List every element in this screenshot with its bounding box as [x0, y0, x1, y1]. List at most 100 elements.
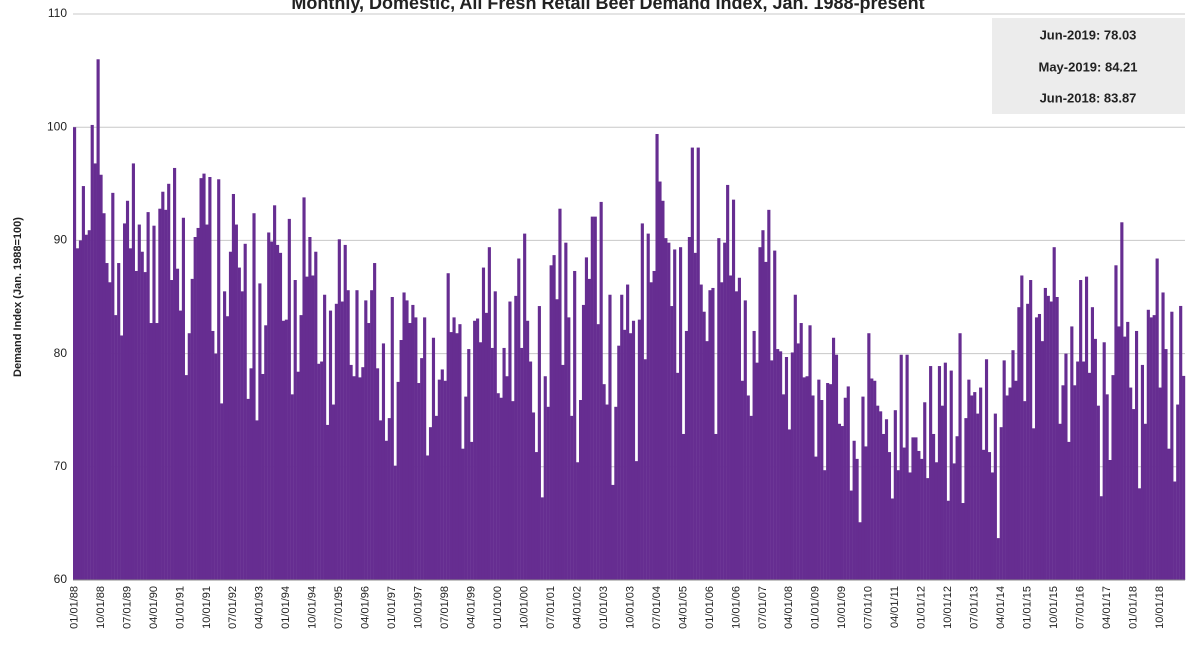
bar — [323, 294, 327, 580]
bar — [1061, 385, 1065, 580]
bar — [929, 366, 933, 580]
bar — [684, 330, 689, 580]
bar — [1123, 336, 1127, 580]
bar — [108, 282, 112, 580]
bar — [879, 411, 883, 580]
bar — [476, 318, 480, 580]
bar — [267, 232, 271, 580]
bar — [105, 263, 109, 580]
bar — [1079, 280, 1083, 580]
bar — [773, 250, 777, 580]
bar — [214, 353, 218, 580]
bar — [1005, 395, 1009, 580]
bar — [984, 359, 989, 580]
bar — [1179, 305, 1183, 580]
bar — [437, 379, 441, 580]
plot-area: 60 70 80 90 100 110 01/01/88 10/01/88 07/01/89 04… — [47, 6, 1186, 629]
bar — [458, 324, 462, 580]
x-tick-label: 07/01/07 — [757, 586, 769, 629]
bar — [1020, 275, 1024, 580]
bar — [473, 320, 477, 580]
bar — [661, 200, 665, 580]
bar — [1082, 361, 1086, 580]
bar — [87, 230, 91, 580]
bar — [387, 418, 391, 580]
bar — [723, 242, 727, 580]
bar — [417, 383, 421, 580]
bar — [223, 291, 227, 580]
bar — [1114, 265, 1118, 580]
bar — [1117, 326, 1121, 580]
bar — [920, 458, 924, 580]
x-tick-label: 01/01/15 — [1022, 586, 1034, 629]
bar — [1152, 315, 1156, 580]
bar — [587, 278, 591, 580]
bar — [834, 354, 839, 580]
bar — [499, 397, 503, 580]
bar — [590, 216, 594, 581]
bar — [805, 376, 809, 580]
bar — [631, 320, 636, 580]
annotation-box — [992, 18, 1185, 114]
bar — [405, 300, 409, 580]
bar — [228, 251, 233, 580]
bar — [1120, 222, 1124, 580]
bar — [1132, 409, 1136, 580]
x-tick-label: 10/01/00 — [518, 586, 530, 629]
x-tick-label: 01/01/88 — [68, 586, 80, 629]
bar — [1023, 401, 1027, 580]
bar — [1064, 353, 1068, 580]
bar — [817, 379, 821, 580]
bar — [361, 367, 365, 580]
bar — [252, 213, 256, 580]
bar — [220, 403, 224, 580]
bar — [637, 319, 641, 580]
bar — [873, 380, 877, 580]
bar — [693, 252, 697, 581]
bar — [767, 209, 771, 580]
bar — [243, 243, 247, 580]
bar — [958, 333, 962, 580]
bar — [852, 440, 856, 580]
bar — [831, 337, 836, 580]
bar — [434, 415, 438, 580]
bar — [864, 446, 868, 580]
bar — [899, 354, 903, 580]
bar — [649, 282, 653, 580]
bar — [605, 404, 609, 580]
bar — [75, 248, 80, 580]
bar — [961, 503, 965, 580]
bar — [1052, 247, 1056, 580]
bar — [1173, 481, 1177, 580]
bar — [946, 500, 950, 580]
bar — [690, 147, 694, 581]
x-tick-label: 01/01/03 — [598, 586, 610, 629]
bar — [555, 299, 559, 580]
x-tick-label: 07/01/89 — [121, 586, 133, 629]
bar — [1014, 380, 1018, 580]
bar — [205, 224, 209, 580]
bar — [708, 290, 712, 580]
bar — [158, 208, 162, 581]
x-tick-label: 07/01/95 — [333, 586, 345, 629]
bar — [746, 395, 750, 580]
bar — [1034, 317, 1039, 580]
bar — [208, 177, 212, 580]
bar — [578, 400, 583, 580]
bar — [890, 498, 894, 580]
bar — [687, 237, 691, 580]
bar — [949, 370, 953, 580]
x-tick-label: 04/01/17 — [1101, 586, 1113, 629]
bar — [887, 452, 892, 580]
bar — [455, 333, 459, 580]
bar — [111, 192, 115, 580]
bar — [776, 349, 780, 580]
x-tick-label: 10/01/94 — [307, 586, 319, 629]
bar — [737, 277, 741, 580]
bar — [278, 252, 283, 581]
bar — [1087, 372, 1092, 580]
bar — [546, 406, 550, 580]
bar — [99, 174, 103, 580]
bar — [531, 412, 536, 580]
bar — [867, 333, 871, 580]
